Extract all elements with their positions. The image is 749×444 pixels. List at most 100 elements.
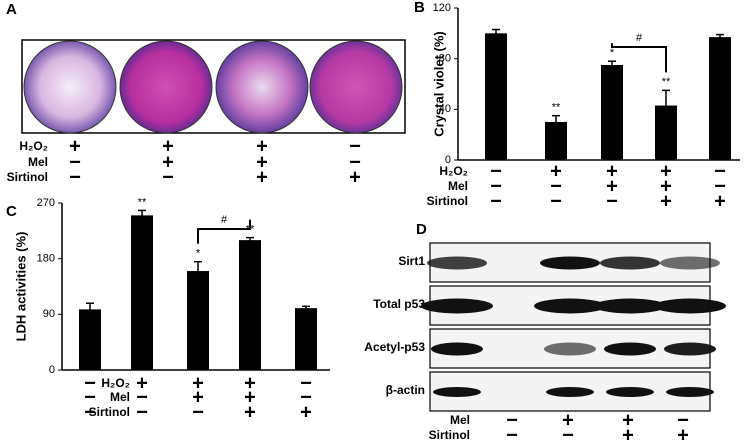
- panel-label: D: [416, 221, 427, 238]
- treatment-mark: −: [714, 175, 726, 197]
- blot-band: [660, 256, 720, 270]
- treatment-mark: −: [192, 401, 204, 423]
- y-tick-label: 80: [439, 53, 451, 65]
- significance-label: *: [610, 47, 615, 59]
- y-tick-label: 270: [37, 197, 55, 209]
- treatment-mark: +: [677, 424, 689, 444]
- treatment-mark: +: [244, 372, 256, 394]
- treatment-name: H₂O₂: [101, 376, 130, 390]
- treatment-name: H₂O₂: [19, 139, 48, 153]
- blot-band: [664, 342, 716, 356]
- treatment-mark: −: [300, 386, 312, 408]
- blot-label: β-actin: [386, 383, 425, 397]
- treatment-name: Sirtinol: [89, 405, 130, 419]
- blot-band: [546, 387, 594, 397]
- treatment-mark: −: [490, 160, 502, 182]
- treatment-mark: +: [562, 409, 574, 431]
- significance-label: *: [196, 248, 201, 260]
- treatment-mark: −: [136, 401, 148, 423]
- treatment-mark: +: [256, 135, 268, 157]
- treatment-mark: −: [84, 401, 96, 423]
- y-tick-label: 40: [439, 103, 451, 115]
- treatment-mark: −: [562, 424, 574, 444]
- blot-band: [600, 256, 660, 270]
- treatment-mark: −: [69, 151, 81, 173]
- treatment-mark: −: [84, 386, 96, 408]
- blot-band: [604, 342, 656, 356]
- bracket-label: #: [636, 32, 643, 44]
- treatment-mark: −: [349, 151, 361, 173]
- treatment-mark: +: [550, 160, 562, 182]
- treatment-name: Mel: [110, 390, 130, 404]
- blot-band: [427, 256, 487, 270]
- bracket: [197, 219, 251, 244]
- treatment-mark: +: [162, 135, 174, 157]
- panel-label: B: [414, 0, 425, 16]
- y-tick-label: 0: [445, 154, 451, 166]
- blot-band: [666, 387, 714, 397]
- treatment-mark: −: [677, 409, 689, 431]
- treatment-mark: +: [714, 190, 726, 212]
- treatment-mark: −: [714, 160, 726, 182]
- bracket-label: #: [221, 214, 228, 226]
- treatment-mark: +: [300, 401, 312, 423]
- treatment-name: Mel: [28, 155, 48, 169]
- treatment-mark: +: [660, 160, 672, 182]
- bar: [601, 65, 623, 160]
- y-axis-label: Crystal violet (%): [431, 31, 446, 136]
- blot-band: [534, 298, 606, 314]
- treatment-mark: +: [349, 166, 361, 188]
- y-tick-label: 0: [49, 364, 55, 376]
- bar: [131, 215, 153, 370]
- significance-label: **: [552, 102, 561, 114]
- treatment-mark: −: [69, 166, 81, 188]
- bar: [485, 33, 507, 161]
- y-axis-label: LDH activities (%): [13, 232, 28, 342]
- treatment-mark: +: [192, 386, 204, 408]
- treatment-mark: +: [606, 175, 618, 197]
- blot-band: [540, 256, 600, 270]
- bar: [295, 308, 317, 370]
- treatment-mark: +: [136, 372, 148, 394]
- treatment-mark: −: [606, 190, 618, 212]
- bar: [239, 240, 261, 370]
- y-tick-label: 120: [433, 2, 451, 14]
- treatment-mark: +: [244, 386, 256, 408]
- treatment-mark: −: [506, 424, 518, 444]
- panel-label: C: [6, 203, 17, 220]
- blot-band: [421, 298, 493, 314]
- treatment-name: Sirtinol: [429, 428, 470, 442]
- treatment-name: H₂O₂: [439, 164, 468, 178]
- bar: [187, 271, 209, 370]
- treatment-mark: +: [606, 160, 618, 182]
- treatment-mark: +: [192, 372, 204, 394]
- treatment-mark: −: [550, 175, 562, 197]
- panel-label: A: [6, 1, 17, 18]
- treatment-name: Mel: [450, 413, 470, 427]
- significance-label: **: [138, 196, 147, 208]
- bar: [709, 37, 731, 161]
- blot-band: [606, 387, 654, 397]
- treatment-mark: +: [244, 401, 256, 423]
- blot-label: Total p53: [373, 297, 425, 311]
- significance-label: **: [662, 76, 671, 88]
- treatment-mark: +: [256, 166, 268, 188]
- treatment-name: Sirtinol: [7, 170, 48, 184]
- blot-band: [594, 298, 666, 314]
- y-tick-label: 180: [37, 253, 55, 265]
- treatment-mark: +: [660, 175, 672, 197]
- bar: [655, 105, 677, 160]
- treatment-mark: −: [490, 190, 502, 212]
- blot-label: Sirt1: [398, 254, 425, 268]
- treatment-mark: −: [136, 386, 148, 408]
- treatment-mark: −: [84, 372, 96, 394]
- blot-band: [433, 387, 481, 397]
- treatment-mark: −: [300, 372, 312, 394]
- treatment-mark: −: [162, 166, 174, 188]
- treatment-name: Mel: [448, 179, 468, 193]
- plate-image: [21, 39, 406, 134]
- treatment-mark: −: [490, 175, 502, 197]
- y-tick-label: 90: [43, 308, 55, 320]
- treatment-mark: +: [69, 135, 81, 157]
